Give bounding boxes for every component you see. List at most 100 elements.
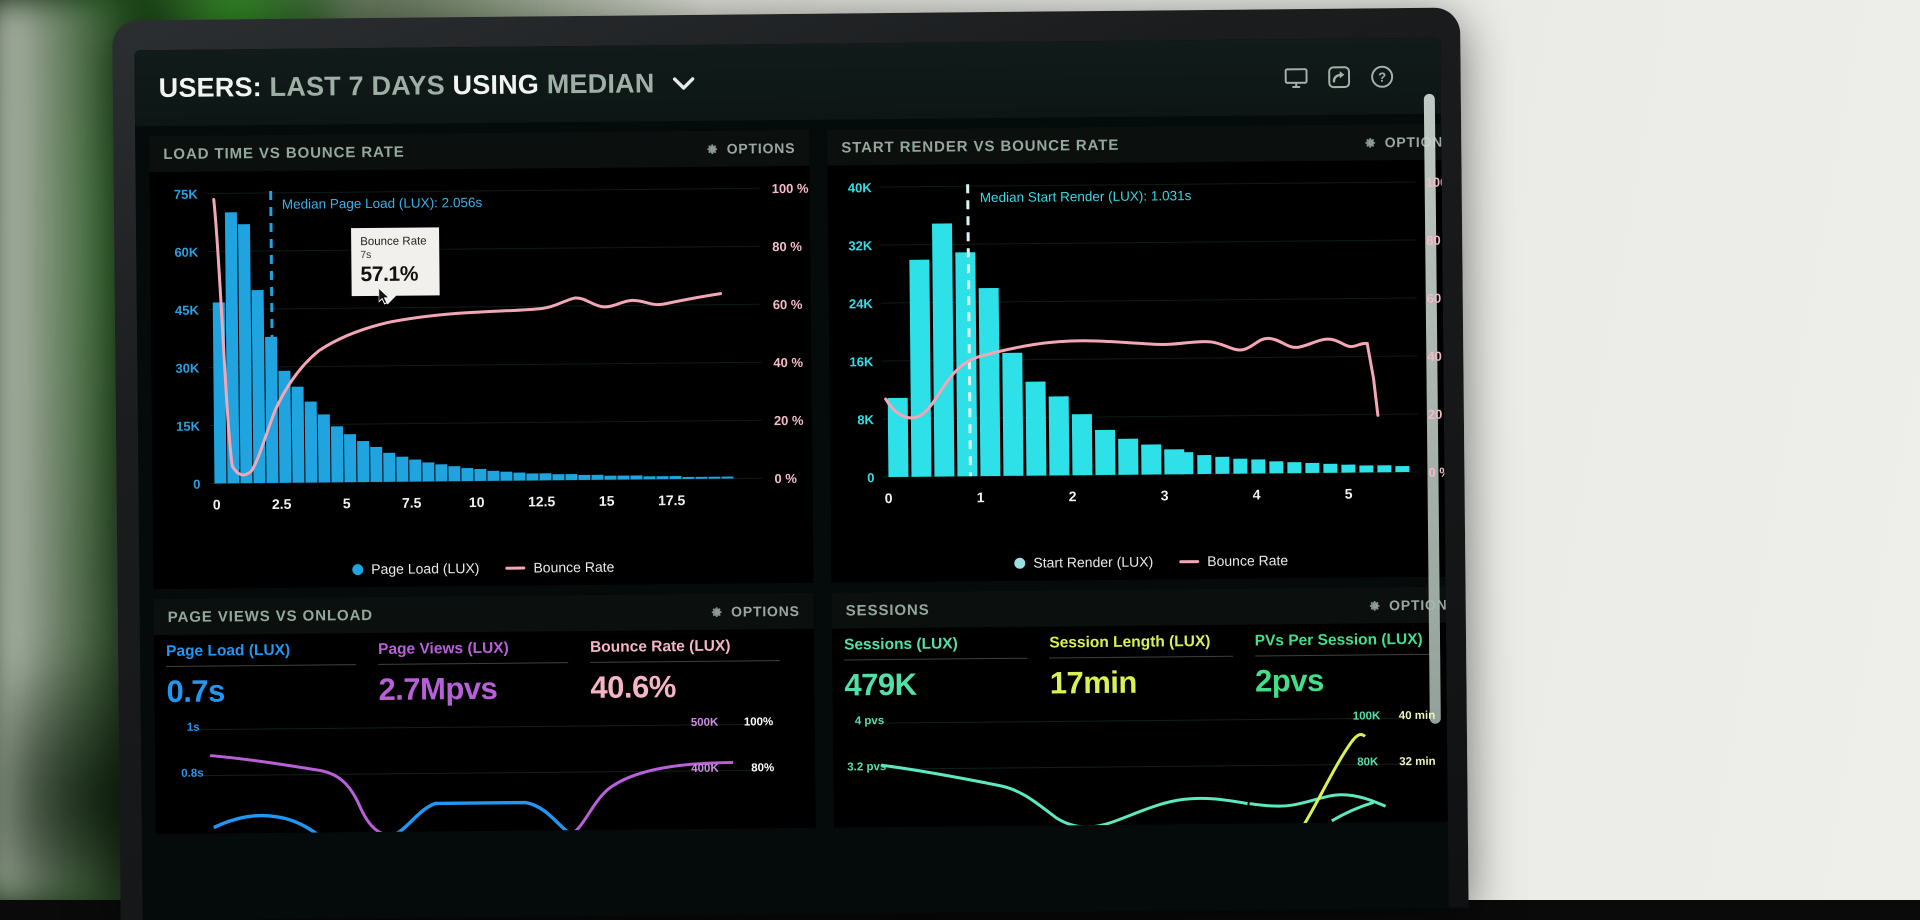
title-range[interactable]: LAST 7 DAYS xyxy=(269,70,445,102)
chart-legend: Start Render (LUX) Bounce Rate xyxy=(831,544,1448,582)
axis-label-right-a-2: 400K xyxy=(691,763,719,775)
panel-grid: LOAD TIME VS BOUNCE RATE OPTIONS xyxy=(135,114,1448,835)
axis-label-left-2: 0.8s xyxy=(181,768,204,780)
legend-label: Bounce Rate xyxy=(1207,552,1288,569)
svg-text:10: 10 xyxy=(469,494,485,510)
mouse-cursor xyxy=(379,288,391,305)
mini-chart-sessions[interactable]: 4 pvs 3.2 pvs 100K 80K 40 min 32 min xyxy=(833,701,1449,827)
help-icon[interactable]: ? xyxy=(1370,64,1395,89)
panel-start-render-vs-bounce-rate: START RENDER VS BOUNCE RATE OPTIONS xyxy=(827,123,1448,582)
legend-item-page-load[interactable]: Page Load (LUX) xyxy=(352,560,479,577)
metric-value: 479K xyxy=(844,666,1028,704)
title-prefix: USERS: xyxy=(159,72,263,103)
legend-item-bounce-rate[interactable]: Bounce Rate xyxy=(505,559,614,576)
metric-sessions[interactable]: Sessions (LUX) 479K xyxy=(844,635,1050,704)
svg-text:24K: 24K xyxy=(849,296,874,311)
bar-series xyxy=(886,219,1409,477)
tooltip-value: 57.1% xyxy=(360,262,430,287)
options-label: OPTIONS xyxy=(1385,134,1449,151)
metric-page-views[interactable]: Page Views (LUX) 2.7Mpvs xyxy=(378,639,591,708)
svg-text:0: 0 xyxy=(867,470,874,485)
monitor-icon[interactable] xyxy=(1284,64,1309,89)
metric-label: Bounce Rate (LUX) xyxy=(590,637,780,662)
svg-text:8K: 8K xyxy=(857,412,874,427)
metric-session-length[interactable]: Session Length (LUX) 17min xyxy=(1049,633,1255,702)
axis-label-right-a-1: 500K xyxy=(691,717,719,729)
dashboard-header: USERS: LAST 7 DAYS USING MEDIAN xyxy=(134,38,1441,127)
svg-text:0: 0 xyxy=(193,477,200,492)
svg-text:75K: 75K xyxy=(174,187,199,202)
svg-text:100 %: 100 % xyxy=(772,181,809,196)
panel-title: LOAD TIME VS BOUNCE RATE xyxy=(163,143,404,162)
metric-label: Page Views (LUX) xyxy=(378,639,568,664)
panel-sessions: SESSIONS OPTIONS Sessions (LUX) 479 xyxy=(832,586,1449,827)
metric-bounce-rate[interactable]: Bounce Rate (LUX) 40.6% xyxy=(590,637,803,706)
svg-text:16K: 16K xyxy=(849,354,874,369)
legend-item-bounce-rate[interactable]: Bounce Rate xyxy=(1179,552,1288,569)
chart-tooltip: Bounce Rate 7s 57.1% xyxy=(351,227,440,296)
legend-line-icon xyxy=(1179,560,1199,563)
options-button[interactable]: OPTIONS xyxy=(1365,134,1449,151)
legend-label: Bounce Rate xyxy=(533,559,614,576)
svg-text:32K: 32K xyxy=(848,238,873,253)
panel-page-views-vs-onload: PAGE VIEWS VS ONLOAD OPTIONS Page Load (… xyxy=(154,593,816,834)
svg-text:30K: 30K xyxy=(175,361,200,376)
page-views-line xyxy=(210,754,391,834)
options-button[interactable]: OPTIONS xyxy=(707,140,796,157)
axis-label-left-1: 4 pvs xyxy=(855,715,885,727)
mini-chart-page-views[interactable]: 1s 0.8s 500K 400K 100% 80% xyxy=(155,708,816,834)
page-load-line xyxy=(393,802,570,834)
options-label: OPTIONS xyxy=(727,140,796,157)
legend-item-start-render[interactable]: Start Render (LUX) xyxy=(1014,554,1153,571)
svg-text:17.5: 17.5 xyxy=(658,492,686,508)
svg-text:60K: 60K xyxy=(174,245,199,260)
metric-value: 17min xyxy=(1050,664,1234,702)
metric-label: Page Load (LUX) xyxy=(166,641,356,666)
legend-dot-icon xyxy=(352,564,363,575)
axis-label-right-a-1: 100K xyxy=(1353,710,1381,722)
laptop-device: USERS: LAST 7 DAYS USING MEDIAN xyxy=(112,8,1469,920)
title-using: USING xyxy=(452,69,539,100)
panel-title: START RENDER VS BOUNCE RATE xyxy=(841,136,1119,156)
svg-text:4: 4 xyxy=(1253,486,1261,502)
page-title: USERS: LAST 7 DAYS USING MEDIAN xyxy=(159,67,695,103)
legend-dot-icon xyxy=(1014,557,1025,568)
header-icon-group: ? xyxy=(1284,63,1421,89)
axis-label-right-b-1: 40 min xyxy=(1399,710,1436,722)
metric-label: Session Length (LUX) xyxy=(1049,633,1233,658)
chart-legend: Page Load (LUX) Bounce Rate xyxy=(153,551,813,589)
svg-text:15K: 15K xyxy=(176,419,201,434)
svg-text:7.5: 7.5 xyxy=(402,495,422,511)
metric-label: PVs Per Session (LUX) xyxy=(1255,631,1439,656)
options-button[interactable]: OPTIONS xyxy=(711,603,800,620)
svg-text:3: 3 xyxy=(1161,487,1169,503)
chevron-down-icon[interactable] xyxy=(672,72,694,95)
metric-row: Sessions (LUX) 479K Session Length (LUX)… xyxy=(832,622,1449,703)
panel-header: START RENDER VS BOUNCE RATE OPTIONS xyxy=(827,123,1448,165)
axis-label-right-b-2: 32 min xyxy=(1399,756,1436,768)
axis-label-right-b-1: 100% xyxy=(744,716,774,728)
metric-value: 2pvs xyxy=(1255,662,1439,700)
metric-label: Sessions (LUX) xyxy=(844,635,1028,660)
svg-text:40 %: 40 % xyxy=(773,355,803,370)
svg-text:5: 5 xyxy=(1345,486,1353,502)
panel-title: PAGE VIEWS VS ONLOAD xyxy=(168,606,373,625)
metric-value: 2.7Mpvs xyxy=(378,670,568,708)
axis-label-right-b-2: 80% xyxy=(751,762,774,774)
svg-text:0 %: 0 % xyxy=(774,471,797,486)
metric-value: 40.6% xyxy=(590,668,780,706)
title-aggregation[interactable]: MEDIAN xyxy=(547,68,655,99)
options-label: OPTIONS xyxy=(731,603,800,620)
share-icon[interactable] xyxy=(1327,64,1352,89)
metric-page-load[interactable]: Page Load (LUX) 0.7s xyxy=(166,641,379,710)
svg-text:60 %: 60 % xyxy=(773,297,803,312)
metric-pvs-per-session[interactable]: PVs Per Session (LUX) 2pvs xyxy=(1255,631,1449,700)
sessions-line xyxy=(1332,802,1374,820)
pvs-per-session-line xyxy=(881,762,1248,828)
legend-line-icon xyxy=(505,566,525,569)
session-length-line xyxy=(1303,734,1366,825)
